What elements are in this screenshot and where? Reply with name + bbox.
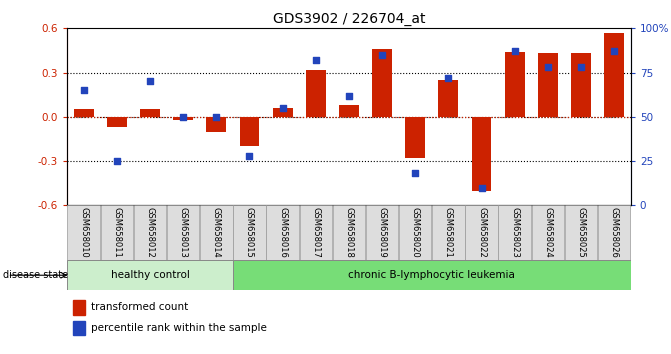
Text: GSM658011: GSM658011 xyxy=(112,207,121,258)
Point xyxy=(344,93,354,98)
Bar xyxy=(571,53,591,117)
FancyBboxPatch shape xyxy=(499,205,531,260)
Text: GSM658021: GSM658021 xyxy=(444,207,453,258)
Point xyxy=(79,87,89,93)
FancyBboxPatch shape xyxy=(167,205,199,260)
Text: GSM658017: GSM658017 xyxy=(311,207,320,258)
Bar xyxy=(72,300,85,315)
Bar xyxy=(505,52,525,117)
Text: GSM658024: GSM658024 xyxy=(544,207,552,258)
Text: GSM658022: GSM658022 xyxy=(477,207,486,258)
Point xyxy=(376,52,387,58)
Text: GSM658010: GSM658010 xyxy=(79,207,88,258)
Bar xyxy=(604,33,624,117)
FancyBboxPatch shape xyxy=(565,205,597,260)
Bar xyxy=(107,117,127,127)
FancyBboxPatch shape xyxy=(266,205,299,260)
FancyBboxPatch shape xyxy=(234,205,266,260)
Bar xyxy=(306,70,325,117)
Bar xyxy=(372,49,392,117)
Point xyxy=(311,57,321,63)
Bar xyxy=(339,105,359,117)
FancyBboxPatch shape xyxy=(101,205,133,260)
Point xyxy=(244,153,255,159)
FancyBboxPatch shape xyxy=(598,205,631,260)
Text: chronic B-lymphocytic leukemia: chronic B-lymphocytic leukemia xyxy=(348,270,515,280)
Point xyxy=(211,114,221,120)
Point xyxy=(509,48,520,54)
FancyBboxPatch shape xyxy=(531,205,564,260)
Bar xyxy=(538,53,558,117)
Bar xyxy=(272,108,293,117)
Point xyxy=(476,185,487,190)
Point xyxy=(609,48,619,54)
Text: transformed count: transformed count xyxy=(91,302,188,312)
FancyBboxPatch shape xyxy=(399,205,431,260)
Text: healthy control: healthy control xyxy=(111,270,189,280)
FancyBboxPatch shape xyxy=(366,205,399,260)
Bar xyxy=(140,109,160,117)
Bar xyxy=(405,117,425,158)
Text: percentile rank within the sample: percentile rank within the sample xyxy=(91,323,266,333)
Text: GSM658016: GSM658016 xyxy=(278,207,287,258)
Point xyxy=(277,105,288,111)
Text: GSM658020: GSM658020 xyxy=(411,207,420,258)
Title: GDS3902 / 226704_at: GDS3902 / 226704_at xyxy=(272,12,425,26)
Point xyxy=(542,64,553,70)
Text: GSM658026: GSM658026 xyxy=(610,207,619,258)
Point xyxy=(410,171,421,176)
Text: GSM658013: GSM658013 xyxy=(178,207,188,258)
Point xyxy=(145,79,156,84)
Point xyxy=(111,158,122,164)
Text: GSM658015: GSM658015 xyxy=(245,207,254,258)
Text: GSM658014: GSM658014 xyxy=(212,207,221,258)
FancyBboxPatch shape xyxy=(333,205,365,260)
Bar xyxy=(472,117,491,190)
Bar xyxy=(74,109,94,117)
Text: disease state: disease state xyxy=(3,270,68,280)
Text: GSM658012: GSM658012 xyxy=(146,207,154,258)
Bar xyxy=(240,117,260,146)
FancyBboxPatch shape xyxy=(233,260,631,290)
Bar xyxy=(72,321,85,335)
Bar xyxy=(207,117,226,132)
FancyBboxPatch shape xyxy=(200,205,233,260)
FancyBboxPatch shape xyxy=(432,205,464,260)
Text: GSM658025: GSM658025 xyxy=(576,207,586,258)
Bar xyxy=(438,80,458,117)
Text: GSM658019: GSM658019 xyxy=(378,207,386,258)
Bar xyxy=(173,117,193,120)
FancyBboxPatch shape xyxy=(299,205,332,260)
FancyBboxPatch shape xyxy=(465,205,498,260)
FancyBboxPatch shape xyxy=(67,205,100,260)
Text: GSM658023: GSM658023 xyxy=(510,207,519,258)
FancyBboxPatch shape xyxy=(67,260,233,290)
Text: GSM658018: GSM658018 xyxy=(344,207,354,258)
FancyBboxPatch shape xyxy=(134,205,166,260)
Point xyxy=(443,75,454,81)
Point xyxy=(576,64,586,70)
Point xyxy=(178,114,189,120)
